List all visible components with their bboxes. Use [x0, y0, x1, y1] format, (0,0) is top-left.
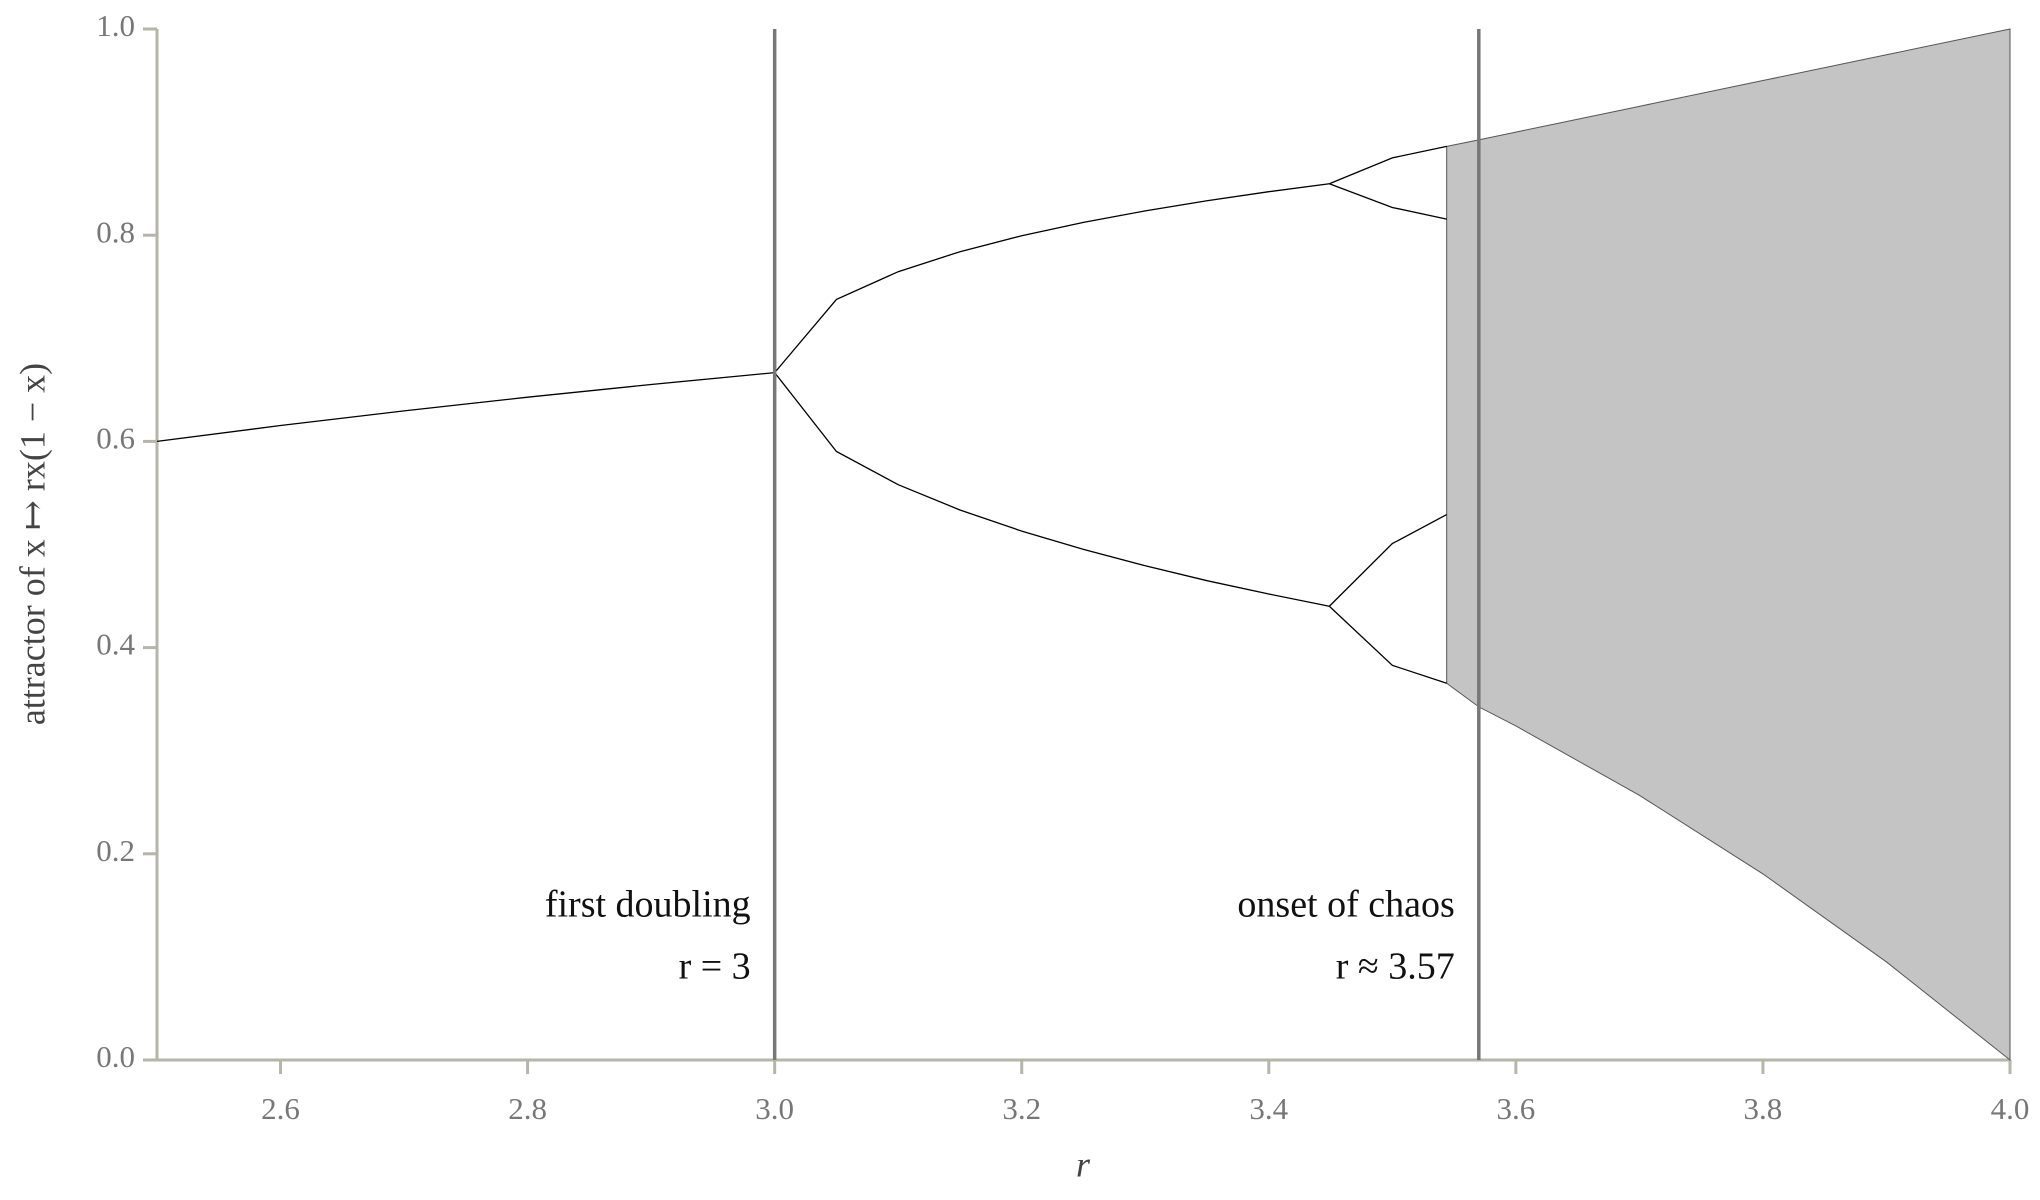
y-tick-label: 0.8: [96, 214, 135, 249]
attractor-branch: [1328, 605, 1447, 684]
attractor-branch: [1329, 183, 1447, 220]
chaos-band: [1446, 28, 2011, 1062]
x-tick-label: 3.6: [1496, 1091, 1535, 1126]
attractor-branch: [774, 372, 1330, 607]
x-axis-label: r: [1076, 1144, 1091, 1184]
annotation-text: r ≈ 3.57: [1336, 946, 1455, 988]
x-tick-label: 3.8: [1744, 1091, 1783, 1126]
annotation-text: first doubling: [545, 884, 751, 926]
y-axis-label: attractor of x ↦ rx(1 − x): [12, 363, 52, 725]
x-tick-label: 2.6: [261, 1091, 300, 1126]
attractor-branch: [774, 183, 1330, 374]
attractor-branch: [1328, 514, 1447, 607]
x-tick-label: 2.8: [508, 1091, 547, 1126]
y-tick-label: 0.6: [96, 421, 135, 456]
x-tick-label: 4.0: [1991, 1091, 2030, 1126]
y-tick-label: 0.2: [96, 833, 135, 868]
annotation-text: onset of chaos: [1237, 884, 1454, 926]
attractor-branch: [1329, 145, 1447, 185]
y-tick-label: 0.4: [96, 627, 135, 662]
x-tick-label: 3.0: [755, 1091, 794, 1126]
annotation-text: r = 3: [679, 946, 751, 988]
attractor-branch: [156, 371, 775, 443]
y-tick-label: 0.0: [96, 1039, 135, 1074]
x-tick-label: 3.2: [1002, 1091, 1041, 1126]
y-tick-label: 1.0: [96, 8, 135, 43]
x-tick-label: 3.4: [1249, 1091, 1288, 1126]
